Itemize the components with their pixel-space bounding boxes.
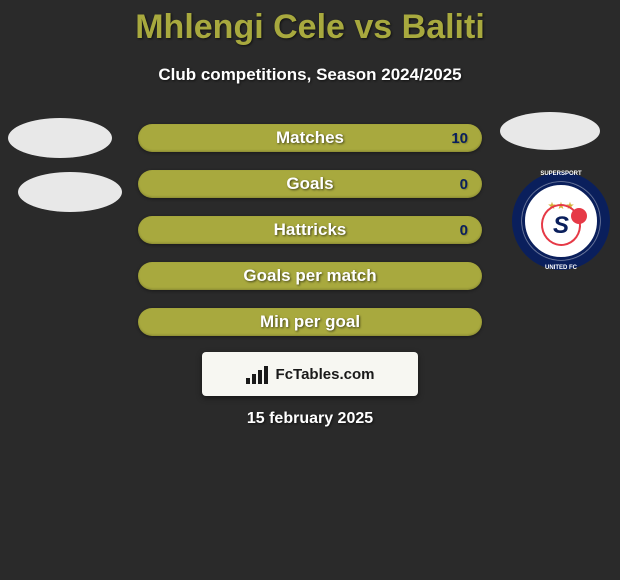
footer-brand-text: FcTables.com [276, 366, 375, 383]
bar-chart-icon [246, 364, 270, 384]
club-badge-right: SUPERSPORT ★★★ S UNITED FC [512, 172, 610, 270]
stat-value: 10 [451, 130, 468, 147]
club-badge-inner: SUPERSPORT ★★★ S UNITED FC [522, 182, 600, 260]
stat-label: Goals [286, 174, 333, 194]
stat-row-hattricks: Hattricks 0 [138, 216, 482, 244]
page-subtitle: Club competitions, Season 2024/2025 [0, 65, 620, 85]
player-avatar-right [500, 112, 600, 150]
stat-label: Matches [276, 128, 344, 148]
club-name-bottom: UNITED FC [516, 265, 606, 271]
player-avatar-left [8, 118, 112, 158]
page-title: Mhlengi Cele vs Baliti [0, 0, 620, 47]
stat-row-goals-per-match: Goals per match [138, 262, 482, 290]
stat-row-min-per-goal: Min per goal [138, 308, 482, 336]
stat-value: 0 [460, 176, 468, 193]
footer-brand: FcTables.com [202, 352, 418, 396]
club-name-top: SUPERSPORT [516, 171, 606, 177]
stat-row-matches: Matches 10 [138, 124, 482, 152]
stat-label: Goals per match [243, 266, 376, 286]
stat-label: Hattricks [274, 220, 347, 240]
club-monogram: S [553, 212, 569, 240]
stats-container: Matches 10 Goals 0 Hattricks 0 Goals per… [138, 124, 482, 354]
stat-value: 0 [460, 222, 468, 239]
footer-date: 15 february 2025 [0, 410, 620, 428]
stat-label: Min per goal [260, 312, 360, 332]
club-badge-left [18, 172, 122, 212]
stat-row-goals: Goals 0 [138, 170, 482, 198]
